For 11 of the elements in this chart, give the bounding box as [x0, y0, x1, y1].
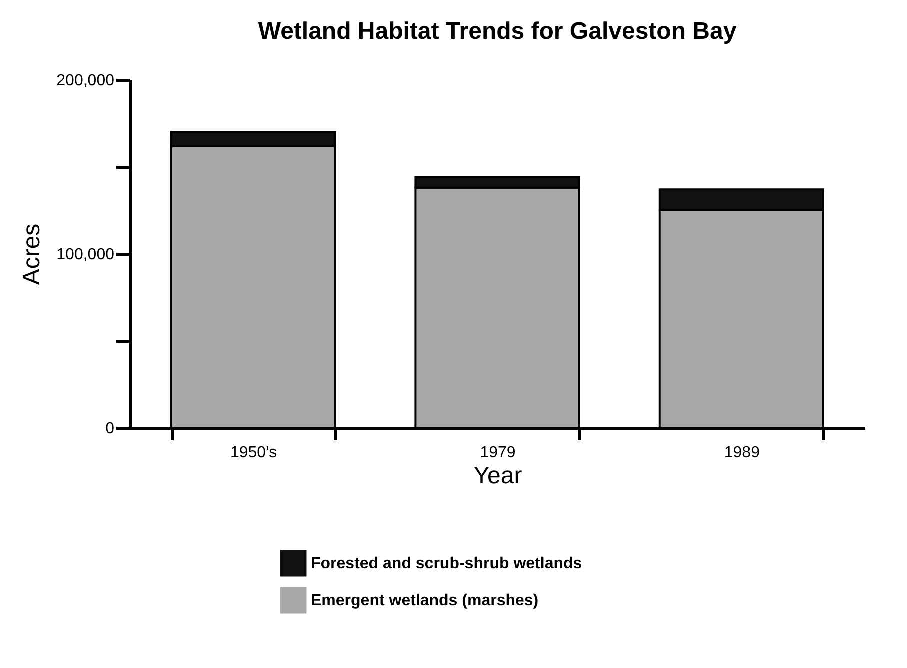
- y-tick-label: 0: [106, 420, 115, 438]
- legend-label: Forested and scrub-shrub wetlands: [311, 556, 582, 572]
- y-tick-label: 100,000: [56, 246, 115, 264]
- x-tick-label: 1989: [724, 444, 760, 462]
- y-tick-label: 200,000: [56, 72, 115, 90]
- y-axis-title: Acres: [18, 224, 46, 286]
- legend-label: Emergent wetlands (marshes): [311, 592, 539, 610]
- x-tick-label: 1979: [480, 444, 516, 462]
- chart-title: Wetland Habitat Trends for Galveston Bay: [258, 18, 738, 45]
- x-axis-title: Year: [474, 462, 522, 490]
- x-tick-label: 1950's: [230, 444, 278, 462]
